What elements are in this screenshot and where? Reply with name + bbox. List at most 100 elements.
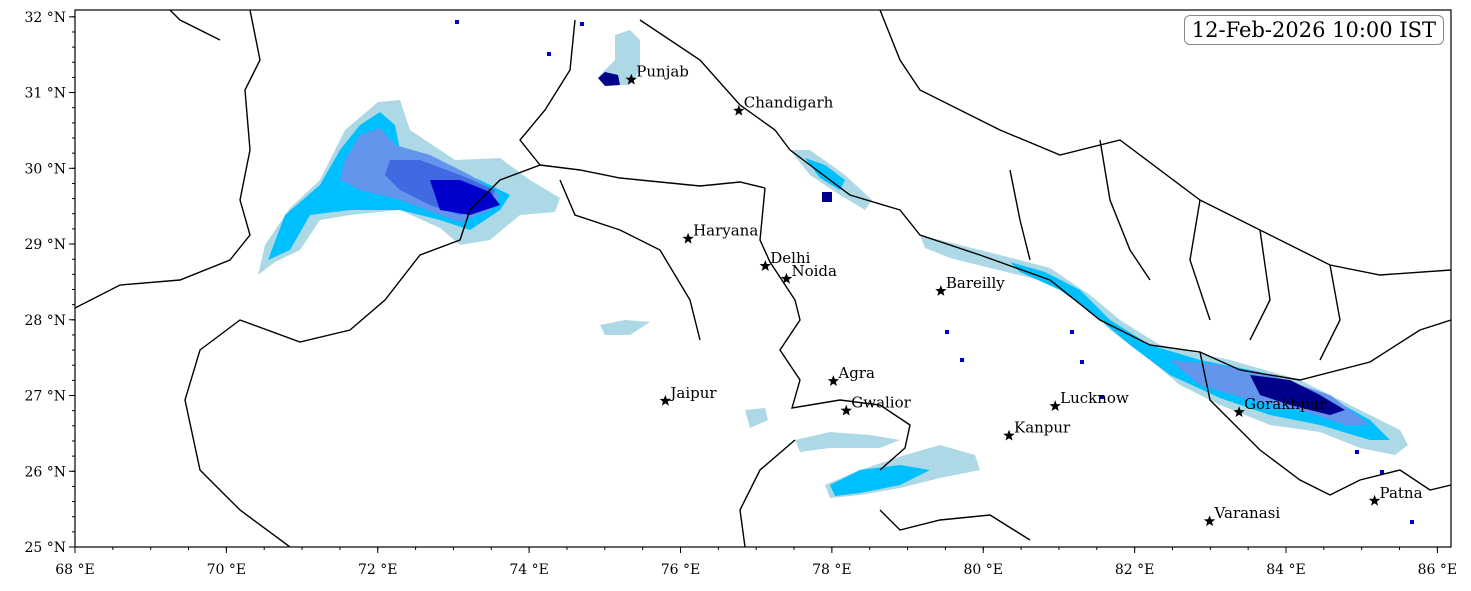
city-label: Lucknow <box>1060 389 1129 407</box>
star-marker-icon <box>1003 429 1015 441</box>
boundary-line <box>879 509 1031 541</box>
city-label: Noida <box>791 262 837 280</box>
city-agra: Agra <box>827 364 875 386</box>
precip-region <box>795 432 900 452</box>
precip-region <box>430 180 500 215</box>
precip-cell <box>1380 470 1384 474</box>
precip-cell <box>1080 360 1084 364</box>
city-noida: Noida <box>780 262 837 284</box>
boundary-line <box>1099 139 1151 281</box>
boundary-line <box>879 10 1451 276</box>
precip-cell <box>1100 395 1104 399</box>
star-marker-icon <box>1049 400 1061 411</box>
star-marker-icon <box>625 73 637 85</box>
x-tick-label: 68 °E <box>55 562 94 578</box>
boundary-line <box>559 179 701 341</box>
y-tick-label: 25 °N <box>24 540 66 556</box>
x-tick-label: 82 °E <box>1115 562 1154 578</box>
city-haryana: Haryana <box>682 222 758 244</box>
city-gorakhpur: Gorakhpur <box>1233 395 1327 417</box>
boundary-line <box>1319 264 1341 361</box>
city-gwalior: Gwalior <box>840 394 912 416</box>
precip-region <box>805 158 845 190</box>
city-label: Bareilly <box>946 274 1005 292</box>
city-chandigarh: Chandigarh <box>733 94 834 116</box>
x-tick-label: 78 °E <box>812 562 851 578</box>
star-marker-icon <box>827 375 840 386</box>
precip-region <box>600 320 650 335</box>
boundary-line <box>759 187 911 471</box>
boundary-line <box>739 439 796 547</box>
x-tick-label: 70 °E <box>207 562 246 578</box>
city-jaipur: Jaipur <box>659 384 717 406</box>
y-tick-label: 27 °N <box>24 389 66 405</box>
precip-region <box>600 30 640 85</box>
star-marker-icon <box>1203 515 1216 527</box>
precip-cell <box>1410 520 1414 524</box>
x-tick-label: 74 °E <box>509 562 548 578</box>
precip-region <box>1250 375 1345 415</box>
boundary-line <box>1199 351 1451 496</box>
city-label: Gorakhpur <box>1244 395 1327 413</box>
star-marker-icon <box>733 104 745 116</box>
y-tick-label: 29 °N <box>24 237 66 253</box>
city-lucknow: Lucknow <box>1049 389 1129 411</box>
city-patna: Patna <box>1368 484 1423 506</box>
star-marker-icon <box>780 272 793 284</box>
boundary-line <box>639 19 791 151</box>
star-marker-icon <box>1233 406 1245 417</box>
axes: 68 °E 70 °E 72 °E 74 °E 76 °E 78 °E 80 °E 82 °E… <box>24 10 1457 578</box>
x-tick-label: 86 °E <box>1418 562 1457 578</box>
x-tick-label: 72 °E <box>358 562 397 578</box>
timestamp-label: 12-Feb-2026 10:00 IST <box>1183 15 1444 45</box>
city-delhi: Delhi <box>759 249 811 271</box>
star-marker-icon <box>682 232 694 244</box>
city-label: Punjab <box>636 63 689 81</box>
map-frame <box>74 9 1452 548</box>
precip-region <box>745 408 768 428</box>
precip-region <box>822 192 832 202</box>
star-marker-icon <box>1368 494 1381 506</box>
precip-cell <box>547 52 551 56</box>
boundary-line <box>75 10 261 309</box>
city-punjab: Punjab <box>625 63 689 85</box>
x-tick-label: 76 °E <box>661 562 700 578</box>
star-marker-icon <box>659 394 672 406</box>
y-tick-label: 31 °N <box>24 86 66 102</box>
city-label: Kanpur <box>1014 419 1071 437</box>
y-tick-label: 30 °N <box>24 161 66 177</box>
boundary-line <box>1249 229 1271 341</box>
city-label: Gwalior <box>851 394 911 412</box>
x-tick-label: 80 °E <box>964 562 1003 578</box>
city-bareilly: Bareilly <box>935 274 1005 296</box>
star-marker-icon <box>935 285 947 296</box>
city-label: Varanasi <box>1214 504 1281 522</box>
y-tick-label: 26 °N <box>24 464 66 480</box>
precipitation-layer <box>258 20 1414 524</box>
x-tick-label: 84 °E <box>1266 562 1305 578</box>
star-marker-icon <box>759 260 771 271</box>
city-kanpur: Kanpur <box>1003 419 1071 441</box>
precip-cell <box>580 22 584 26</box>
precip-cell <box>1070 330 1074 334</box>
boundary-line <box>1189 199 1211 321</box>
city-label: Agra <box>837 364 875 382</box>
precip-cell <box>945 330 949 334</box>
city-label: Delhi <box>770 249 810 267</box>
y-tick-label: 28 °N <box>24 313 66 329</box>
precip-region <box>830 465 930 496</box>
boundary-line <box>789 149 1451 381</box>
city-label: Haryana <box>693 222 758 240</box>
boundary-line <box>169 10 221 41</box>
boundary-line <box>1009 169 1031 261</box>
precip-cell <box>1355 450 1359 454</box>
precip-cell <box>455 20 459 24</box>
precip-cell <box>960 358 964 362</box>
city-label: Chandigarh <box>744 94 834 112</box>
boundary-line <box>539 164 766 189</box>
star-marker-icon <box>840 404 852 416</box>
y-tick-label: 32 °N <box>24 10 66 26</box>
boundary-line <box>184 19 576 547</box>
